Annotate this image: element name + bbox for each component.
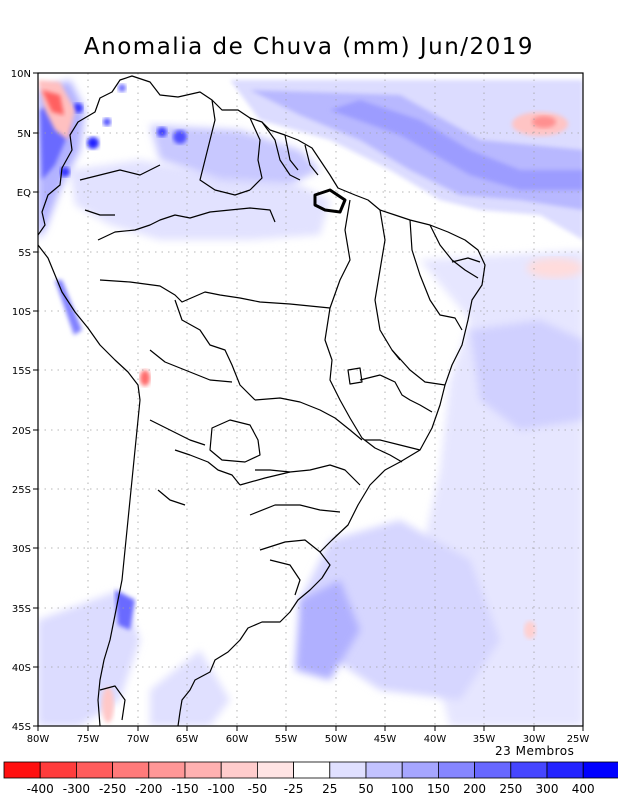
legend-label: 25	[322, 782, 337, 796]
legend-color-box	[510, 761, 548, 779]
legend-label: 250	[499, 782, 522, 796]
country-borders	[38, 75, 486, 726]
lat-label: 5N	[17, 129, 31, 140]
tick-marks	[33, 72, 584, 731]
lat-label: EQ	[17, 188, 31, 199]
lat-label: 20S	[12, 426, 31, 437]
legend-label: -100	[208, 782, 235, 796]
legend-label: -250	[99, 782, 126, 796]
ensemble-members-label: 23 Membros	[495, 744, 575, 758]
lat-label: 35S	[12, 604, 31, 615]
lon-label: 65W	[176, 734, 199, 745]
plot-frame	[37, 72, 584, 727]
legend-color-box	[39, 761, 77, 779]
latitude-labels: 10N 5N EQ 5S 10S 15S 20S 25S 30S 35S 40S…	[11, 69, 31, 733]
lat-label: 40S	[12, 663, 31, 674]
lon-label: 35W	[473, 734, 496, 745]
legend-label: -300	[63, 782, 90, 796]
lon-label: 40W	[424, 734, 447, 745]
legend-color-box	[112, 761, 150, 779]
legend-color-box	[220, 761, 258, 779]
lat-label: 10S	[12, 307, 31, 318]
legend-color-box	[401, 761, 439, 779]
color-legend-labels: -400 -300 -250 -200 -150 -100 -50 -25 25 50 100 150…	[27, 782, 595, 796]
lon-label: 80W	[27, 734, 50, 745]
legend-label: 50	[358, 782, 373, 796]
legend-color-box	[546, 761, 584, 779]
lon-label: 50W	[325, 734, 348, 745]
legend-color-box	[474, 761, 512, 779]
legend-label: -50	[248, 782, 268, 796]
lon-label: 70W	[127, 734, 150, 745]
legend-label: 300	[536, 782, 559, 796]
lon-label: 60W	[226, 734, 249, 745]
legend-label: -200	[135, 782, 162, 796]
lon-label: 45W	[374, 734, 397, 745]
legend-label: 150	[427, 782, 450, 796]
legend-color-box	[76, 761, 114, 779]
legend-label: -400	[27, 782, 54, 796]
legend-label: -150	[171, 782, 198, 796]
lon-label: 75W	[77, 734, 100, 745]
legend-label: 400	[572, 782, 595, 796]
legend-color-box	[329, 761, 367, 779]
lat-label: 45S	[12, 722, 31, 733]
lat-label: 10N	[11, 69, 31, 80]
legend-color-box	[293, 761, 331, 779]
legend-color-box	[437, 761, 475, 779]
lat-label: 30S	[12, 544, 31, 555]
anomaly-shading	[38, 73, 583, 726]
legend-color-box	[184, 761, 222, 779]
lat-label: 15S	[12, 366, 31, 377]
lat-label: 25S	[12, 485, 31, 496]
legend-label: -25	[284, 782, 304, 796]
legend-label: 100	[391, 782, 414, 796]
lon-label: 30W	[523, 734, 546, 745]
legend-color-box	[148, 761, 186, 779]
legend-color-box	[365, 761, 403, 779]
map-title: Anomalia de Chuva (mm) Jun/2019	[83, 34, 535, 60]
longitude-labels: 80W 75W 70W 65W 60W 55W 50W 45W 40W 35W …	[27, 734, 590, 745]
legend-color-box	[582, 761, 618, 779]
legend-color-box	[256, 761, 294, 779]
lon-label: 25W	[567, 734, 590, 745]
lat-label: 5S	[18, 248, 31, 259]
lon-label: 55W	[275, 734, 298, 745]
legend-color-box	[3, 761, 41, 779]
legend-label: 200	[463, 782, 486, 796]
color-legend-boxes	[3, 761, 618, 779]
